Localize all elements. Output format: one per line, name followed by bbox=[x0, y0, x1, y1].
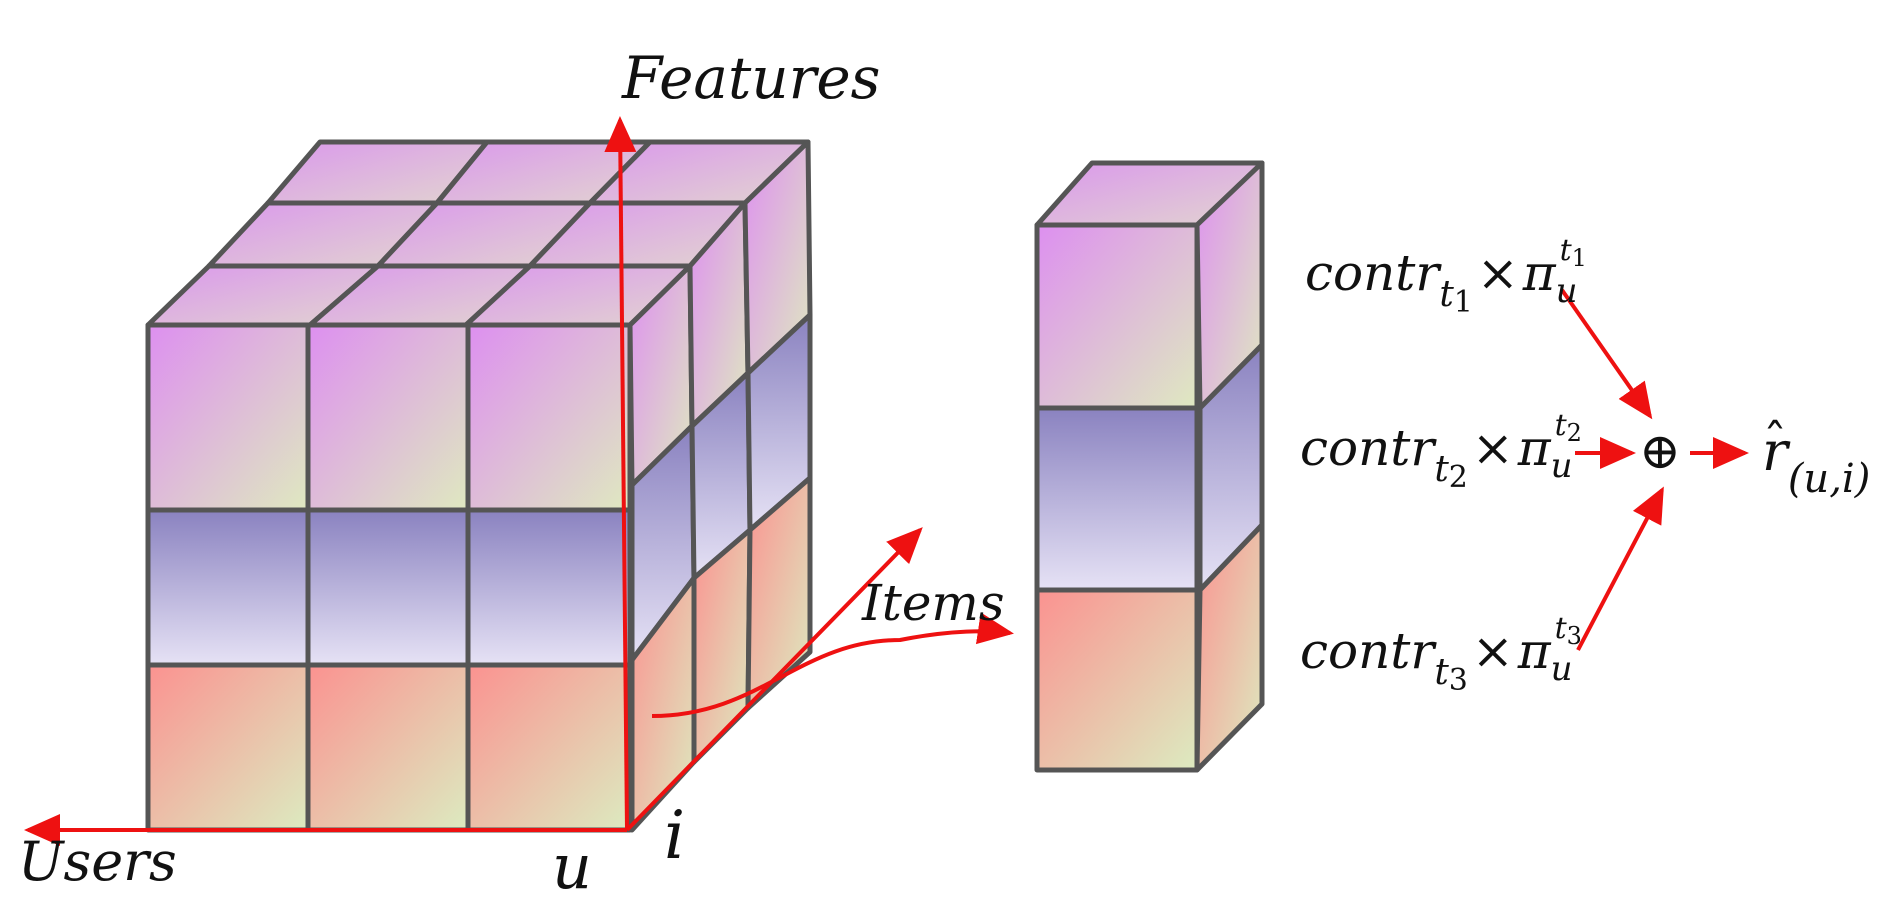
cube-top-face bbox=[145, 139, 811, 328]
term-3-pisub: u bbox=[1551, 649, 1573, 689]
cube-cell bbox=[305, 662, 471, 833]
term-1-pi: π bbox=[1522, 244, 1557, 302]
term-2-pisub: u bbox=[1551, 446, 1573, 486]
cube-cell bbox=[465, 662, 633, 833]
svg-text:contrt1×πut1: contrt1×πut1 bbox=[1305, 233, 1587, 320]
item-user-fiber bbox=[1034, 160, 1265, 773]
users-label: Users bbox=[18, 830, 177, 893]
cube-cell bbox=[145, 662, 311, 833]
term-3-base: contr bbox=[1300, 622, 1437, 680]
sum-operator: ⊕ bbox=[1639, 422, 1681, 480]
fiber-extraction-arrow bbox=[651, 612, 1014, 718]
term-2-times: × bbox=[1472, 419, 1514, 477]
item-index-label: i bbox=[664, 797, 685, 874]
term-1: contrt1×πut1 bbox=[1305, 233, 1587, 320]
term-1-subidx: 1 bbox=[1454, 285, 1473, 320]
items-label: Items bbox=[861, 574, 1005, 632]
fiber-cell-t2 bbox=[1034, 405, 1200, 593]
term-2: contrt2×πut2 bbox=[1300, 408, 1582, 495]
term3-to-sum-arrow bbox=[1576, 486, 1664, 651]
user-index-label: u bbox=[552, 830, 592, 903]
term-1-pisupidx: 1 bbox=[1572, 244, 1587, 272]
cube-cell bbox=[145, 322, 311, 513]
cube-cell bbox=[305, 322, 471, 513]
cube-cell bbox=[745, 475, 813, 711]
cube-cell bbox=[465, 322, 633, 513]
term-1-base: contr bbox=[1305, 244, 1442, 302]
cube-front-face bbox=[145, 322, 633, 833]
term-1-times: × bbox=[1477, 244, 1519, 302]
term-3-sub: t bbox=[1434, 652, 1449, 693]
term-1-pisup: t bbox=[1560, 233, 1573, 268]
result-hat: ˆ bbox=[1763, 414, 1787, 470]
cube-cell bbox=[465, 507, 633, 668]
term-3-times: × bbox=[1472, 622, 1514, 680]
term-3-subidx: 3 bbox=[1449, 663, 1468, 698]
predicted-rating: r(u,i) ˆ bbox=[1762, 414, 1870, 502]
term-1-sub: t bbox=[1439, 274, 1454, 315]
svg-text:r(u,i): r(u,i) bbox=[1762, 420, 1870, 502]
term-2-pisupidx: 2 bbox=[1567, 419, 1582, 447]
svg-text:contrt3×πut3: contrt3×πut3 bbox=[1300, 611, 1582, 698]
term-3-pisup: t bbox=[1555, 611, 1568, 646]
term-2-pisup: t bbox=[1555, 408, 1568, 443]
term-3-pi: π bbox=[1517, 622, 1552, 680]
svg-text:contrt2×πut2: contrt2×πut2 bbox=[1300, 408, 1582, 495]
fiber-cell-t1 bbox=[1034, 222, 1200, 411]
term1-to-sum-arrow bbox=[1560, 288, 1653, 420]
term-1-pisub: u bbox=[1556, 271, 1578, 311]
term-2-pi: π bbox=[1517, 419, 1552, 477]
cube-cell bbox=[305, 507, 471, 668]
term-2-base: contr bbox=[1300, 419, 1437, 477]
result-base: r bbox=[1762, 420, 1791, 483]
result-sub: (u,i) bbox=[1788, 456, 1870, 502]
term-3: contrt3×πut3 bbox=[1300, 611, 1582, 698]
term-3-pisupidx: 3 bbox=[1567, 622, 1582, 650]
fiber-cell-t3 bbox=[1034, 587, 1200, 773]
cube-cell bbox=[145, 507, 311, 668]
cube-right-face bbox=[627, 139, 813, 833]
features-label: Features bbox=[621, 44, 880, 112]
rating-tensor-cube bbox=[145, 139, 813, 833]
term-2-subidx: 2 bbox=[1449, 460, 1468, 495]
features-axis-arrow bbox=[604, 116, 637, 831]
term-2-sub: t bbox=[1434, 449, 1449, 490]
